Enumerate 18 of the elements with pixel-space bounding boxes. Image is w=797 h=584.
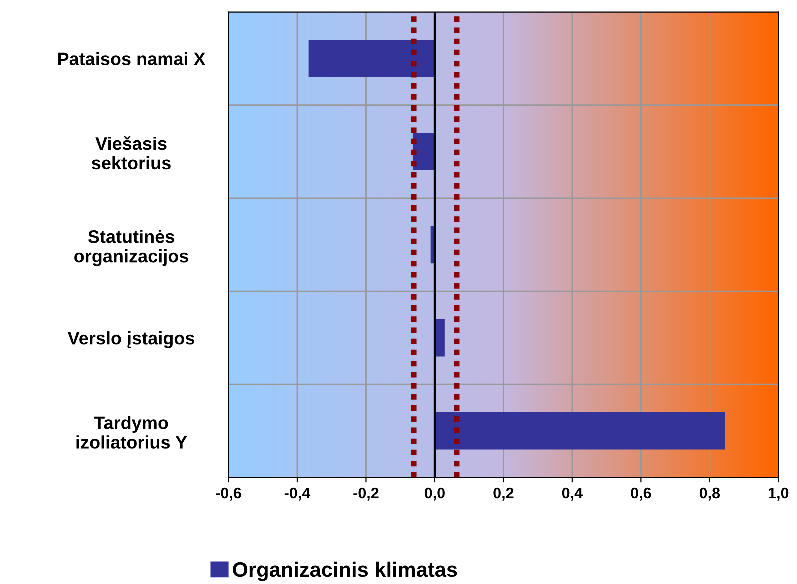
y-tick-label: Pataisos namai X <box>58 52 206 66</box>
y-tick-label: Tardymo izoliatorius Y <box>76 416 188 449</box>
y-tick-label: Verslo įstaigos <box>68 332 195 348</box>
y-tick-label: Statutinės organizacijos <box>74 230 188 266</box>
x-tick-label: 0,8 <box>700 488 720 501</box>
bar <box>434 319 445 357</box>
x-tick-label: 0,6 <box>631 488 652 501</box>
x-tick-label: -0,6 <box>216 488 242 501</box>
x-tick-label: 0,4 <box>562 488 583 501</box>
x-tick-label: 0,2 <box>494 488 514 501</box>
legend-label: Organizacinis klimatas <box>233 562 458 582</box>
x-tick-label: 0,0 <box>424 488 445 501</box>
y-tick-label: Viešasis sektorius <box>92 136 171 170</box>
x-tick-label: -0,2 <box>354 488 379 501</box>
bar <box>308 40 435 78</box>
x-tick-label: -0,4 <box>284 488 311 501</box>
bar <box>434 412 726 450</box>
x-tick-label: 1,0 <box>769 488 789 501</box>
